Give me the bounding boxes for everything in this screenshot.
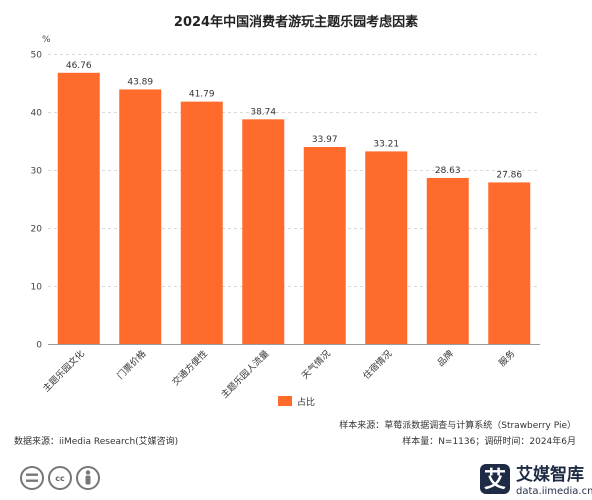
x-tick-label: 门票价格 <box>114 348 148 382</box>
legend-swatch <box>278 396 292 406</box>
x-tick-label: 交通方便性 <box>170 348 210 388</box>
bar-series <box>57 72 531 345</box>
brand-logo: 艾 艾媒智库 data.iimedia.cn <box>480 464 592 497</box>
brand-url: data.iimedia.cn <box>516 486 592 497</box>
brand-logo-mark <box>480 464 510 494</box>
data-label: 33.97 <box>312 135 338 145</box>
y-tick-label: 30 <box>31 167 43 177</box>
sample-size-note: 样本量：N=1136；调研时间：2024年6月 <box>402 435 576 447</box>
person-icon <box>76 466 100 490</box>
y-axis-unit: % <box>42 35 51 45</box>
brand-logo-glyph: 艾 <box>484 468 506 493</box>
data-label: 38.74 <box>250 107 276 117</box>
bar <box>119 89 162 344</box>
data-source-note: 数据来源：iiMedia Research(艾媒咨询) <box>14 435 178 447</box>
sample-source-note: 样本来源：草莓派数据调查与计算系统（Strawberry Pie） <box>339 419 576 431</box>
x-tick-label: 天气情况 <box>299 348 333 382</box>
data-label: 43.89 <box>127 77 153 87</box>
equal-icon <box>20 466 44 490</box>
bar <box>303 146 346 344</box>
cc-icon: cc <box>48 466 72 490</box>
legend: 占比 <box>278 396 315 408</box>
bar <box>426 177 469 344</box>
cc-icon-text: cc <box>55 474 65 483</box>
x-tick-label: 住宿情况 <box>360 348 394 382</box>
y-axis-ticks: 0 10 20 30 40 50 <box>31 51 43 351</box>
chart-title: 2024年中国消费者游玩主题乐园考虑因素 <box>174 14 418 30</box>
x-axis-labels: 主题乐园文化 门票价格 交通方便性 主题乐园人流量 天气情况 住宿情况 品牌 服务 <box>40 348 517 401</box>
data-label: 46.76 <box>66 61 92 71</box>
y-tick-label: 20 <box>31 225 43 235</box>
license-badges: cc <box>20 466 100 490</box>
data-label: 28.63 <box>435 166 461 176</box>
brand-name: 艾媒智库 <box>516 464 584 485</box>
y-tick-label: 10 <box>31 283 43 293</box>
bar <box>365 151 408 344</box>
bar <box>488 182 531 344</box>
y-tick-label: 0 <box>36 341 42 351</box>
data-labels: 46.76 43.89 41.79 38.74 33.97 33.21 28.63 27.86 <box>66 61 523 181</box>
bar <box>242 119 285 344</box>
x-tick-label: 主题乐园人流量 <box>218 348 271 401</box>
y-tick-label: 40 <box>31 109 43 119</box>
bar <box>57 72 100 345</box>
legend-label: 占比 <box>297 396 315 408</box>
data-label: 41.79 <box>189 90 215 100</box>
y-tick-label: 50 <box>31 51 43 61</box>
x-tick-label: 服务 <box>496 348 517 369</box>
x-tick-label: 品牌 <box>435 348 456 369</box>
data-label: 33.21 <box>373 139 399 149</box>
data-label: 27.86 <box>496 170 522 180</box>
bar <box>180 101 223 344</box>
x-tick-label: 主题乐园文化 <box>40 348 87 395</box>
